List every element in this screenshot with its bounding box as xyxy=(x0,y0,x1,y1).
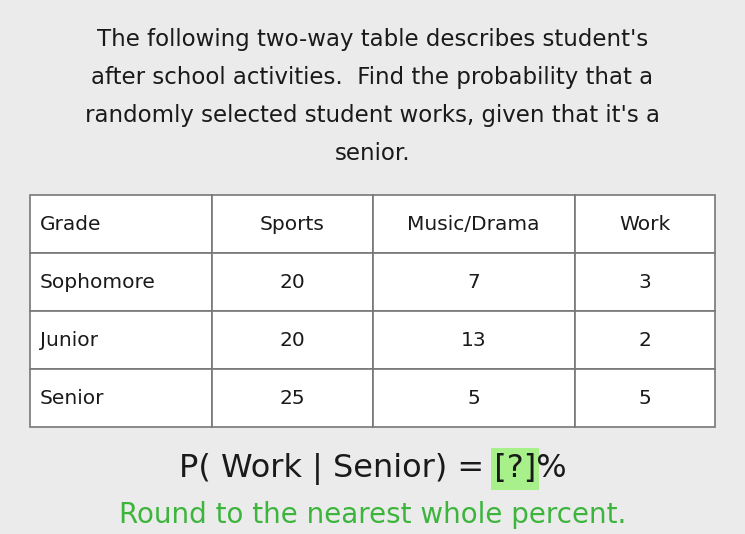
Bar xyxy=(30,195,212,253)
Bar xyxy=(574,311,715,369)
Text: 20: 20 xyxy=(279,331,305,349)
Text: after school activities.  Find the probability that a: after school activities. Find the probab… xyxy=(92,66,653,89)
Text: Senior: Senior xyxy=(40,389,104,407)
Text: 5: 5 xyxy=(467,389,480,407)
Text: 3: 3 xyxy=(638,272,651,292)
Text: The following two-way table describes student's: The following two-way table describes st… xyxy=(97,28,648,51)
Bar xyxy=(574,369,715,427)
Bar xyxy=(372,369,574,427)
Text: Sophomore: Sophomore xyxy=(40,272,156,292)
Text: Round to the nearest whole percent.: Round to the nearest whole percent. xyxy=(118,501,627,529)
Text: 5: 5 xyxy=(638,389,651,407)
Bar xyxy=(574,195,715,253)
Bar xyxy=(372,311,574,369)
Text: 25: 25 xyxy=(279,389,305,407)
Text: Sports: Sports xyxy=(259,215,325,233)
Bar xyxy=(30,253,212,311)
Bar xyxy=(30,311,212,369)
Bar xyxy=(30,369,212,427)
Bar xyxy=(212,369,372,427)
Text: 13: 13 xyxy=(460,331,486,349)
Bar xyxy=(212,253,372,311)
Bar xyxy=(372,253,574,311)
Bar xyxy=(212,311,372,369)
Text: randomly selected student works, given that it's a: randomly selected student works, given t… xyxy=(85,104,660,127)
Bar xyxy=(212,195,372,253)
Text: Work: Work xyxy=(619,215,671,233)
Text: 2: 2 xyxy=(638,331,651,349)
Text: Junior: Junior xyxy=(40,331,98,349)
Bar xyxy=(574,253,715,311)
Text: senior.: senior. xyxy=(335,142,410,165)
Text: 7: 7 xyxy=(467,272,480,292)
Text: P( Work | Senior) = [?]%: P( Work | Senior) = [?]% xyxy=(179,453,566,485)
Bar xyxy=(372,195,574,253)
Text: Grade: Grade xyxy=(40,215,101,233)
Text: 20: 20 xyxy=(279,272,305,292)
Text: Music/Drama: Music/Drama xyxy=(408,215,540,233)
Bar xyxy=(491,448,539,490)
